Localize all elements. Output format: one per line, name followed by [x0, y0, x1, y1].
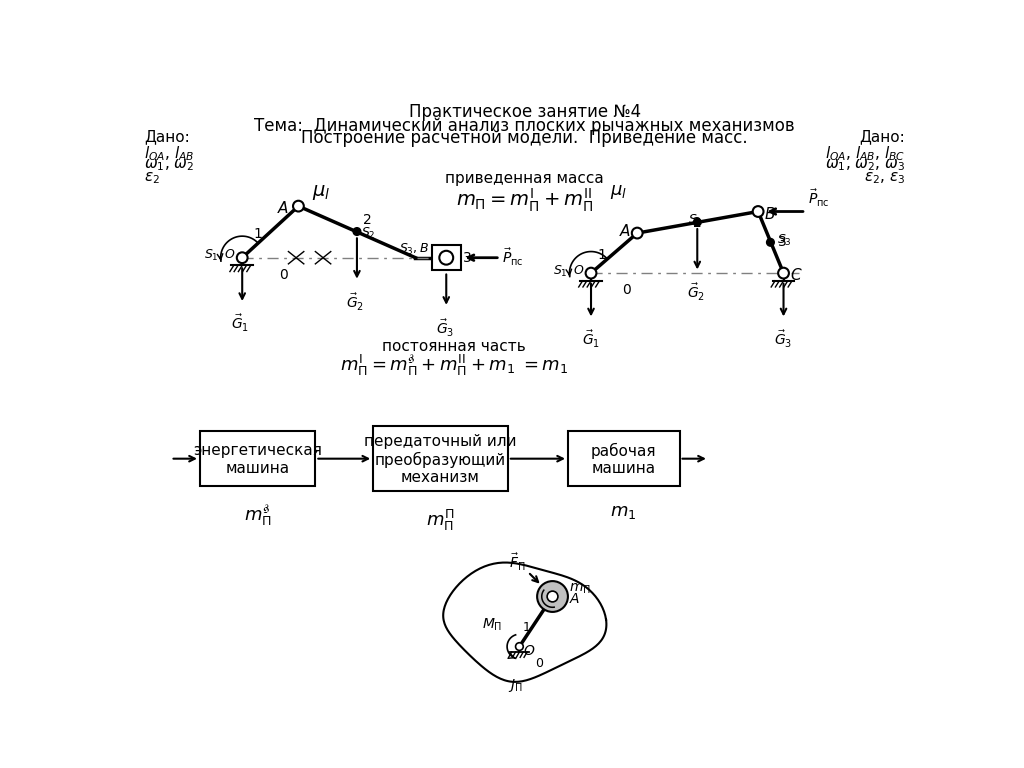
Text: Тема:  Динамический анализ плоских рычажных механизмов: Тема: Динамический анализ плоских рычажн… — [255, 117, 795, 135]
Bar — [568, 431, 680, 486]
Text: Дано:: Дано: — [859, 129, 905, 144]
Circle shape — [439, 251, 454, 265]
Text: 0: 0 — [622, 283, 631, 297]
Text: $S_3$: $S_3$ — [776, 233, 792, 248]
Text: $\omega_1$, $\omega_2$, $\omega_3$: $\omega_1$, $\omega_2$, $\omega_3$ — [825, 157, 905, 174]
Text: $J_\Pi$: $J_\Pi$ — [508, 677, 523, 694]
Text: $\vec{G}_3$: $\vec{G}_3$ — [774, 329, 793, 349]
Text: Дано:: Дано: — [144, 129, 190, 144]
Text: $m_{\Pi}^{\mathrm{I}} = m_{\Pi}^{\mathfrak{s}} + m_{\Pi}^{\mathrm{II}} + m_1 \;=: $m_{\Pi}^{\mathrm{I}} = m_{\Pi}^{\mathfr… — [340, 353, 568, 378]
Circle shape — [778, 268, 788, 279]
Circle shape — [586, 268, 596, 279]
Text: $\mu_l$: $\mu_l$ — [312, 183, 331, 202]
Text: $O$: $O$ — [523, 644, 536, 658]
Bar — [373, 426, 508, 491]
Text: 2: 2 — [693, 216, 701, 230]
Text: постоянная часть: постоянная часть — [382, 339, 526, 353]
Text: $S_2$: $S_2$ — [688, 214, 703, 228]
Circle shape — [693, 218, 701, 226]
Text: 0: 0 — [280, 268, 288, 282]
Text: $m_1$: $m_1$ — [610, 503, 637, 521]
Text: $S_1, O$: $S_1, O$ — [553, 264, 585, 279]
Circle shape — [547, 591, 558, 602]
Text: 1: 1 — [597, 247, 606, 262]
Text: $\vec{P}_{\text{пс}}$: $\vec{P}_{\text{пс}}$ — [503, 247, 524, 268]
Circle shape — [767, 238, 774, 247]
Text: $\varepsilon_2$: $\varepsilon_2$ — [144, 170, 161, 187]
Text: $\vec{G}_2$: $\vec{G}_2$ — [345, 292, 364, 313]
Circle shape — [293, 200, 304, 211]
Text: энергетическая
машина: энергетическая машина — [194, 443, 322, 475]
Circle shape — [237, 253, 248, 263]
Bar — [432, 246, 461, 270]
Text: $S_1, O$: $S_1, O$ — [205, 248, 237, 263]
Text: $m_{\Pi}^{\Pi}$: $m_{\Pi}^{\Pi}$ — [426, 508, 455, 533]
Text: приведенная масса: приведенная масса — [445, 171, 604, 187]
Text: $\vec{P}_{\text{пс}}$: $\vec{P}_{\text{пс}}$ — [808, 188, 829, 209]
Text: 1: 1 — [522, 621, 530, 634]
Text: $A$: $A$ — [276, 200, 289, 216]
Circle shape — [538, 581, 568, 612]
Text: 0: 0 — [535, 657, 543, 670]
Text: $\mu_l$: $\mu_l$ — [610, 183, 628, 201]
Bar — [200, 431, 315, 486]
Text: передаточный или
преобразующий
механизм: передаточный или преобразующий механизм — [364, 434, 516, 485]
Text: $C$: $C$ — [790, 266, 802, 283]
Text: $\vec{G}_2$: $\vec{G}_2$ — [687, 283, 705, 303]
Circle shape — [353, 227, 360, 235]
Text: Построение расчетной модели.  Приведение масс.: Построение расчетной модели. Приведение … — [301, 129, 749, 147]
Text: $m_{\Pi} = m_{\Pi}^{\mathrm{I}} + m_{\Pi}^{\mathrm{II}}$: $m_{\Pi} = m_{\Pi}^{\mathrm{I}} + m_{\Pi… — [456, 186, 594, 214]
Text: $S_2$: $S_2$ — [360, 227, 376, 241]
Text: $\vec{G}_1$: $\vec{G}_1$ — [582, 329, 600, 349]
Text: 3: 3 — [778, 235, 786, 250]
Text: $A$: $A$ — [618, 223, 631, 239]
Text: $l_{OA}$, $l_{AB}$, $l_{BC}$: $l_{OA}$, $l_{AB}$, $l_{BC}$ — [825, 144, 905, 164]
Text: 1: 1 — [253, 227, 262, 241]
Circle shape — [515, 643, 523, 650]
Polygon shape — [443, 562, 606, 682]
Circle shape — [632, 227, 643, 238]
Text: $\vec{F}_\Pi$: $\vec{F}_\Pi$ — [509, 552, 525, 574]
Text: рабочая
машина: рабочая машина — [591, 442, 656, 476]
Text: $\varepsilon_2$, $\varepsilon_3$: $\varepsilon_2$, $\varepsilon_3$ — [864, 170, 905, 187]
Text: $A$: $A$ — [569, 592, 581, 606]
Text: $S_3, B$: $S_3, B$ — [399, 243, 429, 257]
Text: 2: 2 — [364, 213, 372, 227]
Text: $\vec{G}_1$: $\vec{G}_1$ — [230, 313, 249, 334]
Text: Практическое занятие №4: Практическое занятие №4 — [409, 103, 641, 121]
Text: $\omega_1$, $\omega_2$: $\omega_1$, $\omega_2$ — [144, 157, 195, 174]
Text: $l_{OA}$, $l_{AB}$: $l_{OA}$, $l_{AB}$ — [144, 144, 195, 164]
Text: $\vec{G}_3$: $\vec{G}_3$ — [435, 318, 454, 339]
Text: $M_\Pi$: $M_\Pi$ — [482, 617, 503, 633]
Circle shape — [753, 206, 764, 217]
Text: $m_\Pi$: $m_\Pi$ — [569, 581, 591, 596]
Text: $m_{\Pi}^{\mathfrak{s}}$: $m_{\Pi}^{\mathfrak{s}}$ — [244, 503, 271, 529]
Text: 3: 3 — [463, 250, 472, 265]
Text: $B$: $B$ — [764, 206, 776, 222]
